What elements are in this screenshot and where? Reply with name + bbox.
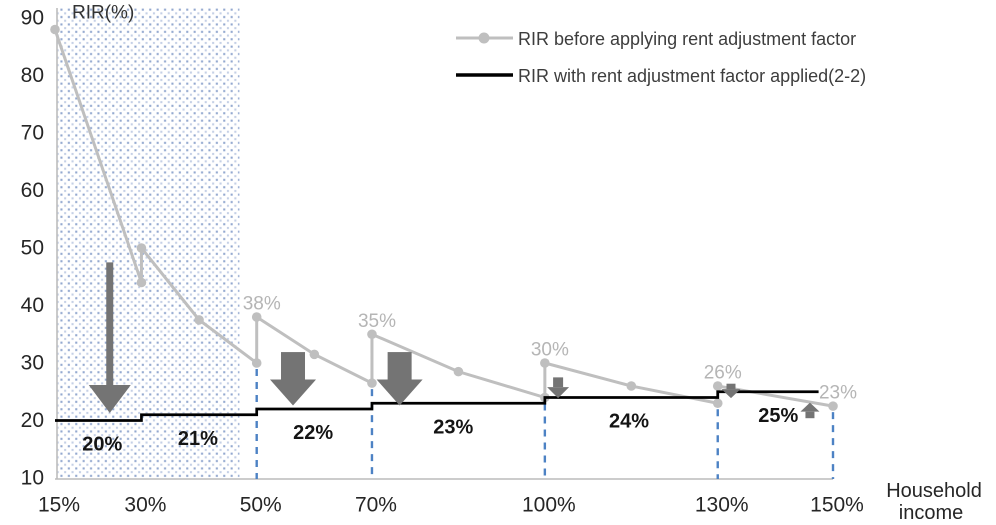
step-label: 20% (82, 434, 122, 456)
legend-item-after: RIR with rent adjustment factor applied(… (456, 66, 866, 86)
x-axis-tick: 130% (695, 494, 749, 517)
x-axis-tick: 150% (810, 494, 864, 517)
x-axis-tick: 70% (355, 494, 397, 517)
legend-label-before: RIR before applying rent adjustment fact… (518, 29, 856, 49)
x-axis-title-line2: income (899, 502, 963, 524)
up-arrow-icon (800, 402, 820, 412)
x-axis-tick: 15% (38, 494, 80, 517)
y-axis-tick: 50 (21, 237, 44, 260)
data-point-marker (136, 243, 147, 253)
data-point-marker (194, 315, 204, 325)
y-axis-tick: 10 (21, 467, 44, 490)
up-arrow-icon (805, 411, 815, 419)
down-arrow-icon (270, 379, 317, 406)
legend-item-before: RIR before applying rent adjustment fact… (456, 29, 856, 49)
x-axis-tick: 50% (240, 494, 282, 517)
down-arrow-icon (547, 387, 570, 399)
shaded-region-layer (57, 8, 240, 479)
gray-point-label: 35% (358, 311, 396, 332)
labels-layer: 38% 35% 30% 26% 23% 20% 21% 22% 23% 24% 25% (82, 294, 857, 456)
legend: RIR before applying rent adjustment fact… (456, 29, 866, 86)
down-arrow-icon (726, 383, 736, 390)
x-axis-title-line1: Household (886, 480, 982, 502)
down-arrow-icon (106, 262, 114, 386)
gray-point-label: 30% (531, 340, 569, 361)
data-point-marker (712, 381, 723, 391)
gray-point-label: 23% (819, 383, 857, 404)
legend-swatch-before-marker-icon (478, 32, 490, 44)
series-after-step-line (55, 390, 819, 422)
data-point-marker (540, 358, 550, 368)
x-axis-tick: 100% (522, 494, 576, 517)
shaded-region-low-income (57, 8, 240, 479)
data-point-marker (309, 349, 320, 360)
x-axis-tick: 30% (124, 494, 166, 517)
y-axis-tick: 80 (21, 64, 44, 87)
ticks-layer: 90 80 70 60 50 40 30 20 10 15% 30% 50% 70% 100% 130% 15… (21, 7, 864, 517)
step-label: 22% (293, 422, 333, 444)
arrows-layer (88, 262, 820, 419)
down-arrow-icon (88, 385, 131, 414)
data-point-marker (712, 398, 723, 409)
y-axis-tick: 20 (21, 409, 44, 432)
y-axis-tick: 70 (21, 122, 44, 145)
step-label: 24% (609, 411, 649, 433)
y-axis-tick: 30 (21, 352, 44, 375)
data-point-marker (50, 24, 60, 35)
down-arrow-icon (387, 352, 412, 380)
y-axis-tick: 40 (21, 294, 44, 317)
down-arrow-icon (281, 352, 306, 380)
down-arrow-icon (553, 377, 564, 388)
gray-point-label: 38% (243, 294, 281, 315)
y-axis-title: RIR(%) (72, 3, 134, 24)
y-axis-tick: 60 (21, 179, 44, 202)
y-axis-tick: 90 (21, 7, 44, 30)
step-label: 25% (758, 405, 798, 427)
down-arrow-icon (721, 389, 741, 399)
data-point-marker (453, 366, 464, 377)
gray-point-label: 26% (704, 363, 742, 384)
data-point-marker (367, 378, 377, 388)
data-point-marker (251, 312, 262, 322)
data-point-marker (136, 277, 147, 288)
data-point-marker (828, 401, 838, 411)
step-label: 21% (178, 428, 218, 450)
axes-layer (55, 8, 833, 480)
series-before-line (53, 29, 834, 408)
data-point-marker (251, 358, 262, 368)
series-layer (50, 24, 838, 422)
data-point-marker (367, 329, 377, 340)
legend-label-after: RIR with rent adjustment factor applied(… (518, 66, 866, 86)
step-label: 23% (433, 416, 473, 438)
data-point-marker (626, 381, 637, 391)
down-arrow-icon (376, 379, 423, 406)
